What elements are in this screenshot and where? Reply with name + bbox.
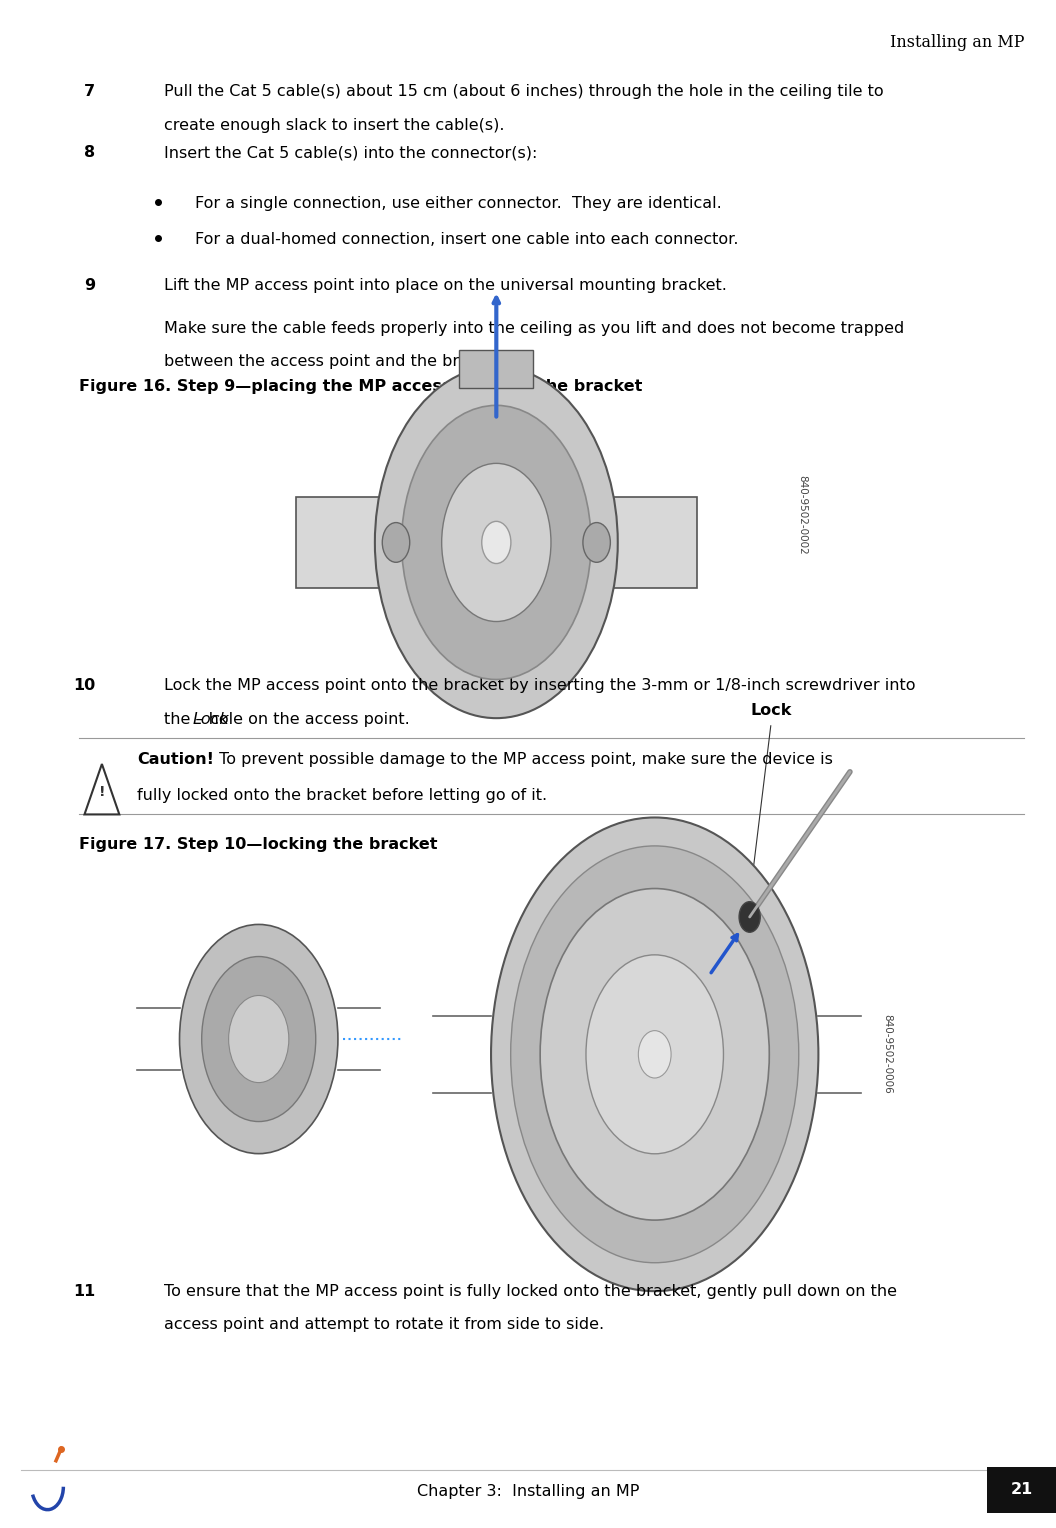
Text: 7: 7 [83, 84, 95, 99]
Text: between the access point and the bracket.: between the access point and the bracket… [164, 354, 508, 370]
Text: For a single connection, use either connector.  They are identical.: For a single connection, use either conn… [195, 196, 722, 211]
Text: 10: 10 [73, 678, 95, 694]
Text: Figure 16. Step 9—placing the MP access point on the bracket: Figure 16. Step 9—placing the MP access … [79, 379, 642, 394]
Text: 11: 11 [73, 1284, 95, 1299]
Circle shape [441, 463, 551, 622]
Text: 840-9502-0002: 840-9502-0002 [797, 475, 808, 555]
Circle shape [638, 1030, 672, 1079]
Text: Chapter 3:  Installing an MP: Chapter 3: Installing an MP [417, 1484, 639, 1499]
Text: Installing an MP: Installing an MP [890, 34, 1024, 50]
Text: Lift the MP access point into place on the universal mounting bracket.: Lift the MP access point into place on t… [164, 278, 727, 293]
Bar [987, 1467, 1056, 1513]
Bar [296, 497, 697, 588]
Text: 840-9502-0006: 840-9502-0006 [882, 1015, 892, 1094]
Text: 9: 9 [83, 278, 95, 293]
Text: fully locked onto the bracket before letting go of it.: fully locked onto the bracket before let… [137, 788, 547, 804]
Text: T-bar: T-bar [697, 891, 734, 905]
Text: create enough slack to insert the cable(s).: create enough slack to insert the cable(… [164, 118, 504, 133]
Circle shape [586, 955, 723, 1154]
Text: 8: 8 [83, 145, 95, 160]
Text: 21: 21 [1011, 1482, 1034, 1497]
Text: the – hole on the access point.: the – hole on the access point. [164, 712, 410, 727]
Text: !: ! [98, 785, 106, 799]
Text: Caution!: Caution! [137, 752, 214, 767]
Text: Figure 17. Step 10—locking the bracket: Figure 17. Step 10—locking the bracket [79, 837, 437, 853]
Circle shape [541, 888, 770, 1219]
Polygon shape [84, 764, 119, 814]
Text: Insert the Cat 5 cable(s) into the connector(s):: Insert the Cat 5 cable(s) into the conne… [164, 145, 538, 160]
Text: Pull the Cat 5 cable(s) about 15 cm (about 6 inches) through the hole in the cei: Pull the Cat 5 cable(s) about 15 cm (abo… [164, 84, 883, 99]
Text: Lock the MP access point onto the bracket by inserting the 3-mm or 1/8-inch scre: Lock the MP access point onto the bracke… [164, 678, 916, 694]
Text: To ensure that the MP access point is fully locked onto the bracket, gently pull: To ensure that the MP access point is fu… [164, 1284, 897, 1299]
Text: access point and attempt to rotate it from side to side.: access point and attempt to rotate it fr… [164, 1317, 604, 1332]
Circle shape [202, 957, 316, 1122]
Circle shape [482, 521, 511, 564]
Circle shape [382, 523, 410, 562]
Bar [459, 350, 533, 388]
Text: Lock: Lock [192, 712, 229, 727]
Circle shape [180, 924, 338, 1154]
Circle shape [583, 523, 610, 562]
Text: For a dual-homed connection, insert one cable into each connector.: For a dual-homed connection, insert one … [195, 232, 739, 248]
Circle shape [511, 847, 798, 1262]
Circle shape [401, 405, 591, 680]
Text: Make sure the cable feeds properly into the ceiling as you lift and does not bec: Make sure the cable feeds properly into … [164, 321, 904, 336]
Text: To prevent possible damage to the MP access point, make sure the device is: To prevent possible damage to the MP acc… [214, 752, 833, 767]
Circle shape [739, 902, 760, 932]
Circle shape [375, 367, 618, 718]
Circle shape [228, 996, 288, 1082]
Text: Lock: Lock [750, 703, 791, 718]
Circle shape [491, 817, 818, 1291]
